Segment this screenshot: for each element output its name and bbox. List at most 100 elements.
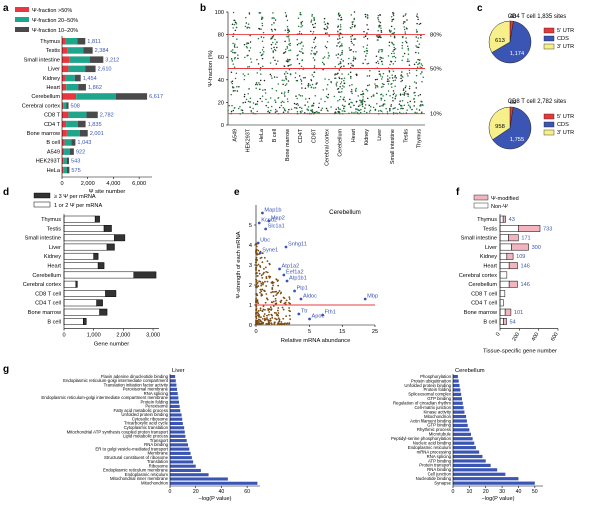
data-point bbox=[363, 50, 366, 53]
data-point bbox=[304, 104, 306, 106]
data-point bbox=[416, 40, 419, 42]
data-point bbox=[263, 271, 265, 274]
data-point bbox=[339, 24, 342, 26]
bar-segment bbox=[75, 280, 78, 288]
tick-label: 40 bbox=[218, 78, 224, 84]
data-point bbox=[380, 86, 383, 88]
data-point bbox=[391, 42, 394, 44]
data-point bbox=[246, 47, 248, 49]
data-point bbox=[349, 71, 352, 73]
data-point bbox=[312, 31, 315, 33]
data-point bbox=[413, 81, 416, 83]
data-point bbox=[306, 101, 309, 103]
data-point bbox=[351, 111, 353, 114]
data-point bbox=[262, 36, 265, 39]
data-point bbox=[342, 98, 345, 100]
data-point bbox=[394, 85, 396, 88]
data-point bbox=[277, 279, 279, 282]
data-point bbox=[342, 60, 344, 62]
data-point bbox=[247, 93, 249, 95]
data-point bbox=[259, 51, 262, 54]
data-point bbox=[406, 73, 409, 75]
data-point bbox=[262, 282, 265, 284]
bar-segment bbox=[77, 38, 86, 45]
bar bbox=[453, 437, 473, 441]
data-point bbox=[409, 100, 412, 103]
data-point bbox=[271, 280, 274, 283]
data-point bbox=[402, 107, 404, 110]
data-point bbox=[379, 109, 382, 112]
bar-segment bbox=[63, 271, 135, 279]
bar bbox=[453, 450, 480, 454]
data-point bbox=[337, 13, 340, 16]
bar-segment bbox=[83, 318, 87, 325]
data-point bbox=[386, 80, 389, 82]
data-point bbox=[369, 69, 371, 72]
data-point bbox=[287, 28, 289, 30]
data-point bbox=[249, 47, 252, 49]
x-axis-label: Tissue-specific gene number bbox=[483, 349, 557, 355]
data-point bbox=[285, 15, 288, 18]
data-point bbox=[404, 14, 406, 16]
data-point bbox=[307, 83, 310, 85]
data-point bbox=[392, 93, 395, 96]
x-axis-label: Gene number bbox=[94, 342, 130, 348]
data-point bbox=[241, 109, 244, 112]
tick-label: CD8T bbox=[311, 128, 317, 143]
data-point bbox=[281, 79, 283, 81]
data-point bbox=[377, 110, 380, 112]
tick-label: Endoplasmic reticulum-golgi intermediate… bbox=[41, 395, 168, 400]
data-point bbox=[381, 76, 384, 78]
data-point bbox=[402, 55, 404, 58]
data-point bbox=[285, 48, 287, 51]
bar-segment bbox=[93, 252, 99, 260]
data-point bbox=[310, 30, 312, 33]
data-point bbox=[300, 78, 302, 81]
data-label: 1,454 bbox=[83, 76, 97, 82]
data-point bbox=[262, 65, 264, 68]
data-point bbox=[382, 57, 384, 60]
data-point bbox=[231, 51, 234, 54]
data-point bbox=[337, 38, 339, 40]
data-point bbox=[326, 25, 328, 27]
data-point bbox=[340, 81, 343, 83]
data-point bbox=[289, 49, 292, 51]
data-point bbox=[313, 18, 316, 21]
data-label: 733 bbox=[543, 226, 552, 232]
data-point bbox=[261, 261, 264, 264]
data-point bbox=[352, 50, 355, 53]
tick-label: Peroxisome bbox=[145, 404, 168, 409]
data-point bbox=[277, 314, 279, 317]
data-point bbox=[265, 270, 268, 273]
data-point bbox=[250, 61, 253, 63]
data-point bbox=[258, 27, 260, 30]
data-point bbox=[321, 61, 324, 64]
data-point bbox=[384, 103, 386, 105]
data-point bbox=[341, 44, 343, 47]
data-point bbox=[296, 97, 298, 100]
tick-label: Testis bbox=[483, 226, 498, 232]
data-point bbox=[376, 35, 378, 37]
data-point bbox=[284, 29, 287, 31]
data-point bbox=[313, 47, 316, 49]
bar-segment bbox=[71, 139, 76, 146]
data-point bbox=[272, 41, 274, 44]
data-point bbox=[351, 23, 354, 25]
data-point bbox=[259, 266, 262, 268]
data-point bbox=[369, 105, 372, 108]
data-point bbox=[333, 95, 335, 98]
data-point bbox=[394, 56, 397, 59]
data-point bbox=[381, 60, 383, 63]
data-point bbox=[286, 19, 289, 22]
data-point bbox=[270, 105, 273, 108]
data-point bbox=[389, 95, 391, 97]
data-point bbox=[418, 23, 421, 26]
data-point bbox=[272, 51, 275, 53]
legend-swatch bbox=[543, 35, 555, 42]
data-point bbox=[260, 294, 263, 297]
data-point bbox=[244, 101, 247, 103]
tick-label: 2 bbox=[249, 283, 252, 289]
data-point bbox=[273, 290, 276, 293]
data-point bbox=[368, 111, 371, 113]
